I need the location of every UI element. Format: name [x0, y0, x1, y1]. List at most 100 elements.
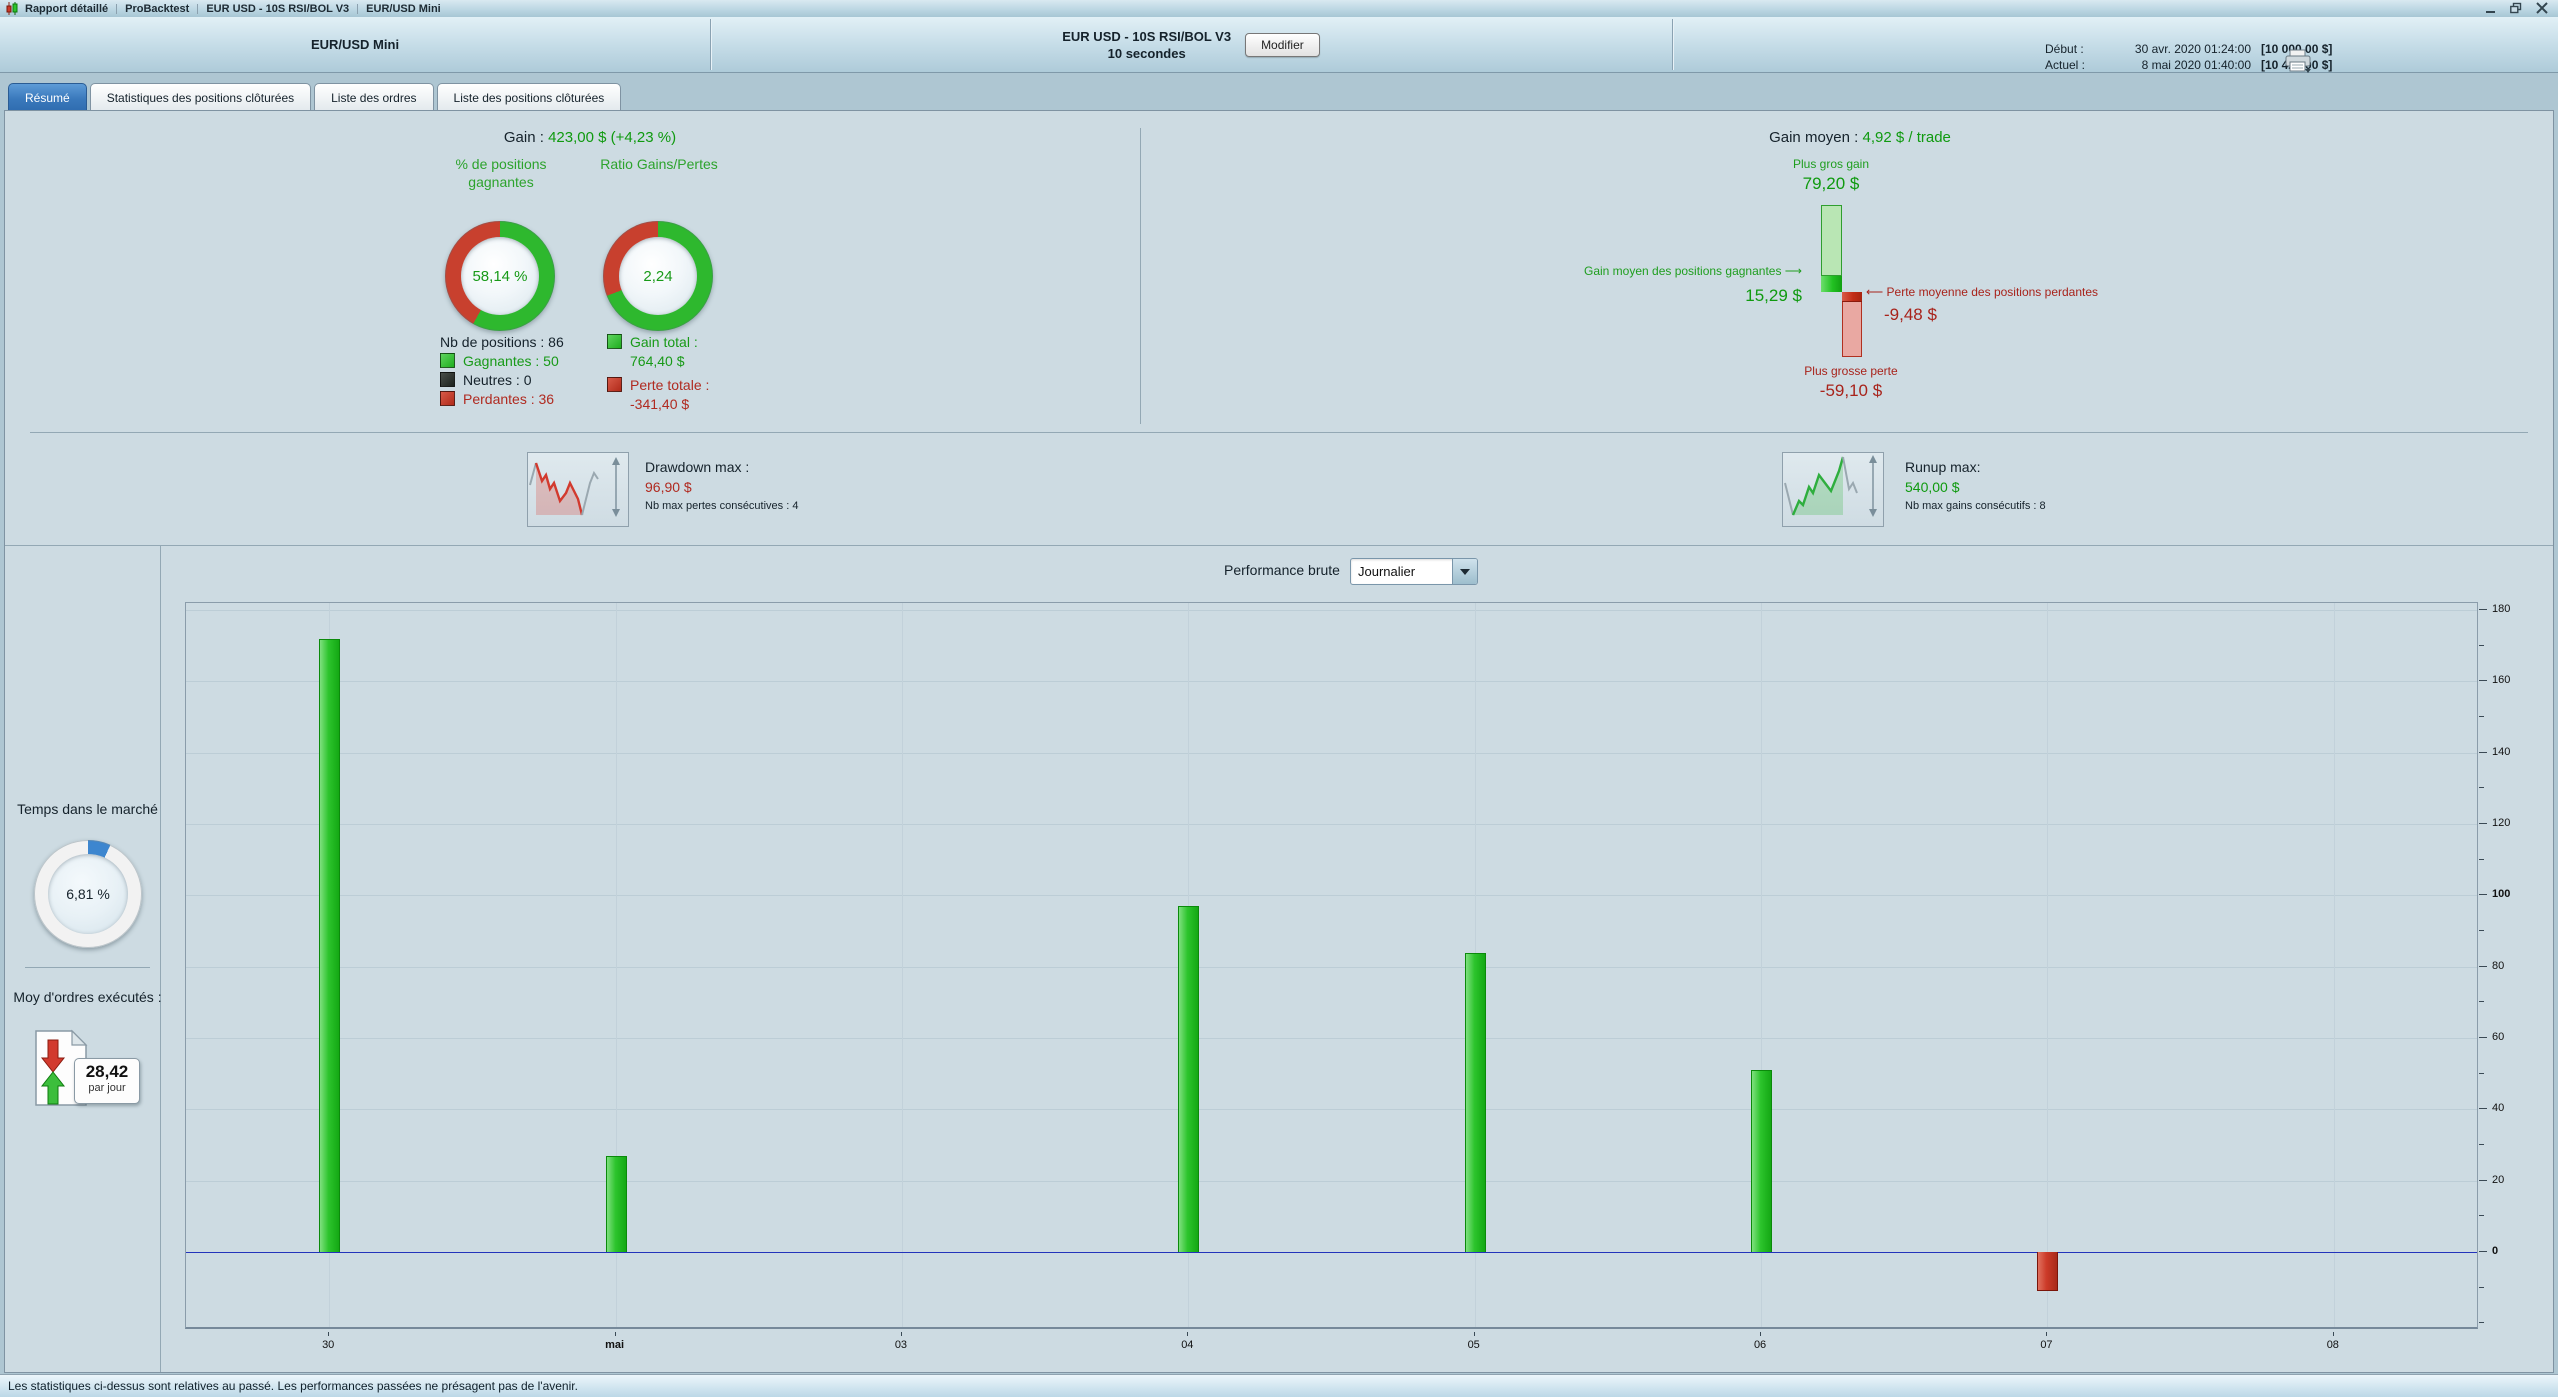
dropdown-arrow-button[interactable] — [1452, 559, 1477, 584]
x-label-mai: mai — [605, 1339, 625, 1351]
performance-chart-plot — [185, 602, 2478, 1329]
x-tick-06 — [1760, 1332, 1762, 1336]
bar-06 — [1751, 1070, 1773, 1253]
print-icon[interactable] — [2283, 49, 2313, 78]
sidebar-divider — [160, 546, 161, 1372]
y-label-80: 80 — [2492, 959, 2505, 972]
drawdown-sparkline-icon — [527, 452, 629, 527]
gridline-y-20 — [186, 1180, 2477, 1182]
y-tick-120 — [2479, 823, 2487, 825]
y-tick-100 — [2479, 894, 2487, 896]
tab-0[interactable]: Résumé — [8, 83, 87, 111]
chevron-down-icon — [1460, 568, 1470, 575]
positions-winners: Gagnantes : 50 — [463, 352, 559, 369]
restore-icon[interactable] — [2508, 1, 2524, 15]
current-label: Actuel : — [2045, 58, 2086, 72]
y-tick-40 — [2479, 1108, 2487, 1110]
gridline-y-180 — [186, 610, 2477, 612]
window-title-strategy: EUR USD - 10S RSI/BOL V3 — [206, 2, 350, 15]
gridline-y-40 — [186, 1109, 2477, 1111]
ratio-donut: 2,24 — [603, 221, 713, 331]
performance-chart-x-axis: 30 mai 03 04 05 06 07 08 — [185, 1332, 2478, 1356]
modify-button[interactable]: Modifier — [1245, 32, 1320, 57]
header-timeframe: 10 secondes — [1107, 45, 1186, 61]
y-label-120: 120 — [2492, 817, 2511, 830]
performance-chart-y-axis: 0 20 40 60 80 100 120 140 160 180 — [2479, 602, 2557, 1342]
close-icon[interactable] — [2534, 1, 2550, 15]
gridline-y-60 — [186, 1038, 2477, 1040]
gridline-x-07 — [2047, 603, 2049, 1327]
runup-value: 540,00 $ — [1905, 479, 1960, 495]
title-separator — [116, 3, 118, 14]
start-label: Début : — [2045, 42, 2084, 56]
y-tick-60 — [2479, 1037, 2487, 1039]
sidebar-section-divider — [25, 967, 150, 968]
orders-per-day-box: 28,42 par jour — [74, 1058, 140, 1104]
time-in-market-gauge: 6,81 % — [34, 840, 142, 948]
y-tick-160 — [2479, 680, 2487, 682]
biggest-loss-value: -59,10 $ — [1819, 381, 1883, 400]
winners-swatch — [440, 353, 455, 368]
header-divider — [710, 19, 711, 70]
y-tick-0 — [2479, 1251, 2487, 1253]
drawdown-value: 96,90 $ — [645, 479, 692, 495]
losers-swatch — [440, 391, 455, 406]
y-tick-80 — [2479, 965, 2487, 967]
title-bar: Rapport détaillé ProBacktest EUR USD - 1… — [0, 0, 2558, 17]
gain-label: Gain : — [503, 129, 544, 146]
average-gain-label: Gain moyen : — [1769, 129, 1859, 146]
y-tick-140 — [2479, 751, 2487, 753]
loss-total-label: Perte totale : — [630, 376, 710, 393]
header-instrument: EUR/USD Mini — [310, 37, 400, 52]
time-in-market-value: 6,81 % — [66, 886, 110, 902]
window-title-report: Rapport détaillé — [25, 2, 109, 15]
gain-total-value: 764,40 $ — [630, 352, 685, 369]
biggest-gain-label: Plus gros gain — [1792, 157, 1870, 171]
tab-1[interactable]: Statistiques des positions clôturées — [89, 83, 312, 111]
tab-3[interactable]: Liste des positions clôturées — [436, 83, 622, 111]
orders-icon — [33, 1028, 91, 1113]
y-label-60: 60 — [2492, 1031, 2505, 1044]
average-loss-label: ⟵ Perte moyenne des positions perdantes — [1866, 285, 2099, 299]
report-tabs: Résumé Statistiques des positions clôturé… — [8, 83, 622, 111]
report-header: EUR/USD Mini EUR USD - 10S RSI/BOL V3 10… — [0, 17, 2558, 73]
gridline-x-08 — [2333, 603, 2335, 1327]
orders-unit: par jour — [88, 1082, 126, 1094]
orders-title: Moy d'ordres exécutés : — [13, 989, 162, 1005]
y-tick-10 — [2479, 1215, 2484, 1217]
gain-summary: Gain : 423,00 $ (+4,23 %) — [470, 129, 710, 146]
y-tick-50 — [2479, 1072, 2484, 1074]
bar-07 — [2037, 1252, 2059, 1292]
tab-2[interactable]: Liste des ordres — [314, 83, 434, 111]
bar-04 — [1178, 906, 1200, 1253]
drawdown-label: Drawdown max : — [645, 459, 750, 475]
minimize-icon[interactable] — [2482, 1, 2498, 15]
y-label-20: 20 — [2492, 1173, 2505, 1186]
x-tick-04 — [1187, 1332, 1189, 1336]
x-tick-30 — [328, 1332, 330, 1336]
neutral-swatch — [440, 372, 455, 387]
y-label-180: 180 — [2492, 603, 2511, 616]
loss-total-value: -341,40 $ — [630, 395, 690, 412]
bar-mai — [605, 1155, 627, 1253]
status-bar-text: Les statistiques ci-dessus sont relative… — [8, 1379, 578, 1393]
y-label-40: 40 — [2492, 1102, 2505, 1115]
right-arrow-icon: ⟶ — [1781, 264, 1802, 278]
average-loss-bar — [1842, 292, 1862, 303]
ratio-donut-value: 2,24 — [643, 267, 673, 285]
period-dropdown[interactable]: Journalier — [1350, 558, 1478, 585]
status-bar: Les statistiques ci-dessus sont relative… — [0, 1374, 2558, 1397]
average-win-value: 15,29 $ — [1745, 286, 1802, 305]
period-dropdown-value: Journalier — [1358, 564, 1416, 579]
y-tick-170 — [2479, 644, 2484, 646]
x-label-08: 08 — [2326, 1339, 2339, 1351]
zero-line — [186, 1252, 2477, 1254]
section-divider — [5, 545, 2553, 546]
orders-value: 28,42 — [85, 1062, 129, 1081]
y-label-100: 100 — [2492, 888, 2511, 901]
positions-total: Nb de positions : 86 — [440, 333, 564, 350]
x-label-30: 30 — [322, 1339, 335, 1351]
y-label-140: 140 — [2492, 745, 2511, 758]
x-tick-07 — [2046, 1332, 2048, 1336]
average-loss-value: -9,48 $ — [1884, 305, 1937, 324]
